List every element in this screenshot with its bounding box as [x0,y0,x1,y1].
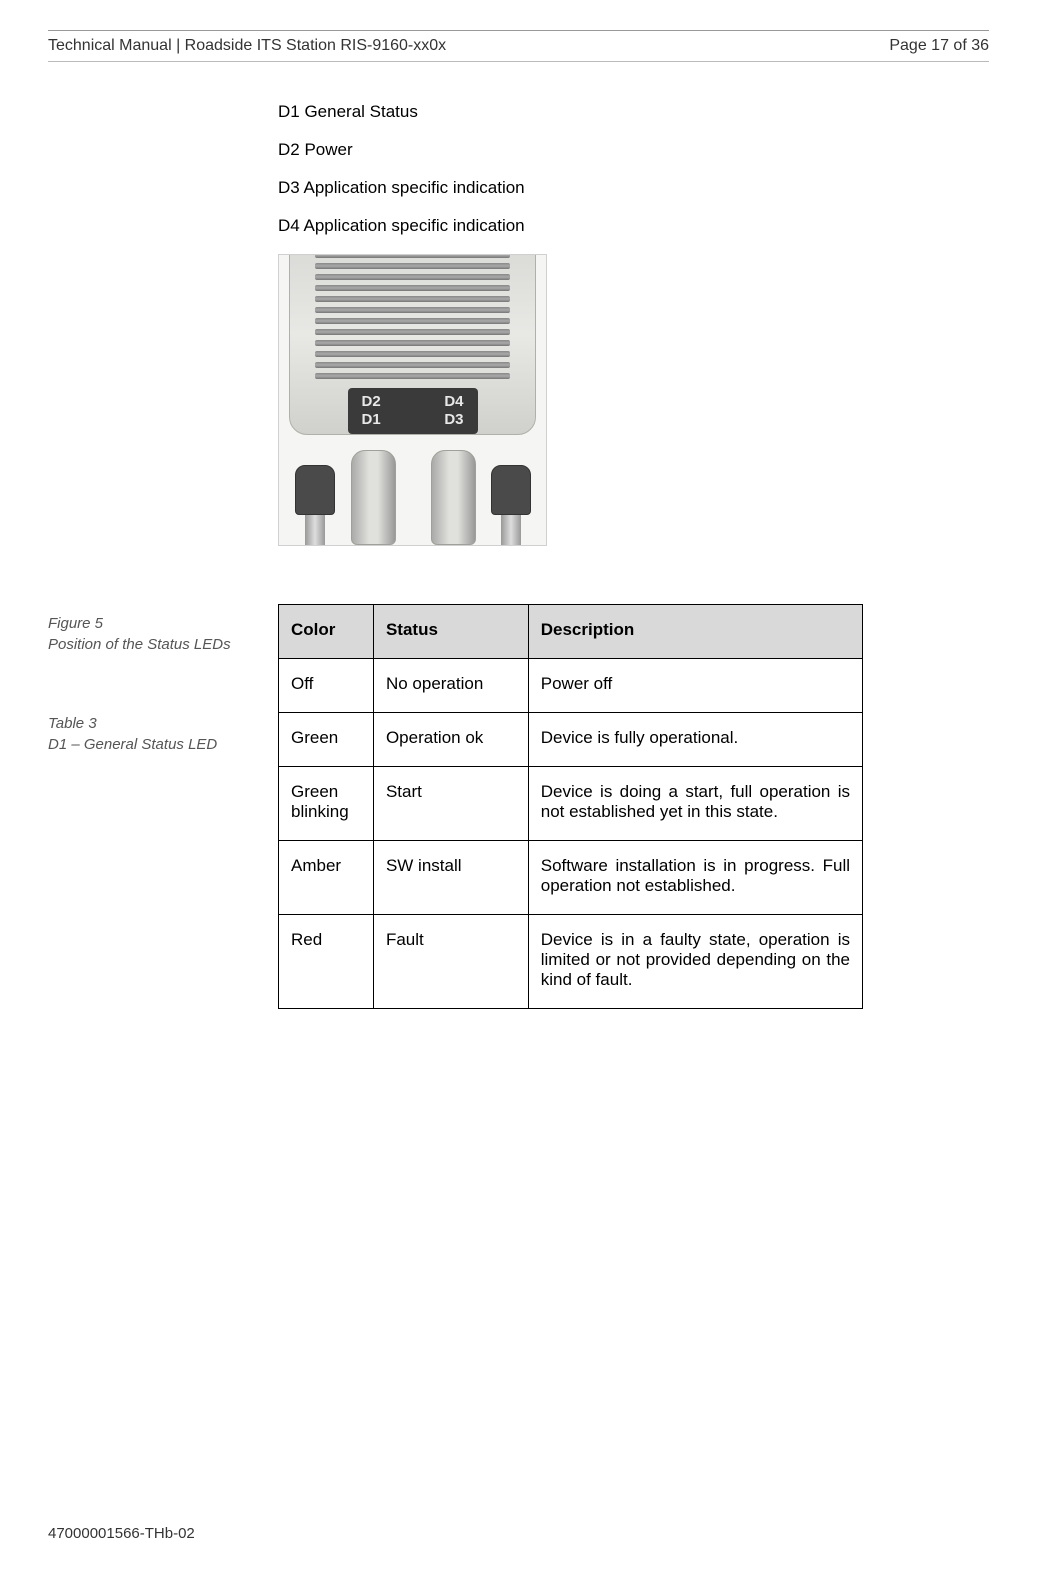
table-row: Green blinking Start Device is doing a s… [279,767,863,841]
cell-desc: Power off [528,659,862,713]
cell-status: Fault [373,915,528,1009]
cell-status: No operation [373,659,528,713]
table-row: Off No operation Power off [279,659,863,713]
led-list: D1 General Status D2 Power D3 Applicatio… [278,102,969,236]
table-row: Green Operation ok Device is fully opera… [279,713,863,767]
label-d1: D1 [362,411,381,429]
cell-status: Operation ok [373,713,528,767]
header-right: Page 17 of 36 [889,37,989,55]
cell-desc: Device is fully operational. [528,713,862,767]
mounting-legs [279,445,546,545]
device-body: D2 D4 D1 D3 [289,254,536,435]
content-area: D1 General Status D2 Power D3 Applicatio… [278,102,969,546]
cell-color: Off [279,659,374,713]
status-led-table: Color Status Description Off No operatio… [278,604,863,1009]
table-header-row: Color Status Description [279,605,863,659]
cell-desc: Device is in a faulty state, operation i… [528,915,862,1009]
th-status: Status [373,605,528,659]
led-item: D3 Application specific indication [278,178,969,198]
page-header: Technical Manual | Roadside ITS Station … [48,37,989,61]
cell-status: SW install [373,841,528,915]
device-image: D2 D4 D1 D3 [278,254,547,546]
table-title: D1 – General Status LED [48,734,268,755]
header-rule-bottom [48,61,989,62]
cell-desc: Software installation is in progress. Fu… [528,841,862,915]
cell-color: Red [279,915,374,1009]
label-d4: D4 [444,393,463,411]
led-item: D1 General Status [278,102,969,122]
footer-docnum: 47000001566-THb-02 [48,1525,195,1542]
table-number: Table 3 [48,713,268,734]
vent-lines [315,254,510,386]
label-d2: D2 [362,393,381,411]
led-item: D2 Power [278,140,969,160]
header-left: Technical Manual | Roadside ITS Station … [48,37,446,55]
figure-caption: Figure 5 Position of the Status LEDs [48,613,231,655]
led-item: D4 Application specific indication [278,216,969,236]
th-color: Color [279,605,374,659]
header-rule-top [48,30,989,31]
cell-color: Green blinking [279,767,374,841]
table-wrapper: Color Status Description Off No operatio… [278,604,969,1009]
cell-status: Start [373,767,528,841]
label-d3: D3 [444,411,463,429]
led-label-panel: D2 D4 D1 D3 [348,388,478,434]
cell-color: Green [279,713,374,767]
figure-title: Position of the Status LEDs [48,634,231,655]
cell-color: Amber [279,841,374,915]
th-description: Description [528,605,862,659]
table-row: Amber SW install Software installation i… [279,841,863,915]
figure-number: Figure 5 [48,613,231,634]
table-caption: Table 3 D1 – General Status LED [48,713,268,755]
figure-container: D2 D4 D1 D3 [278,254,969,546]
cell-desc: Device is doing a start, full operation … [528,767,862,841]
table-row: Red Fault Device is in a faulty state, o… [279,915,863,1009]
